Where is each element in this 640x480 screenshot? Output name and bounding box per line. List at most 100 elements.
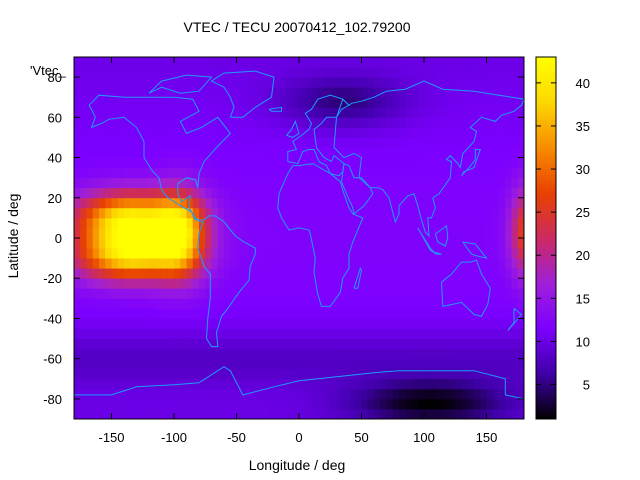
heatmap-cell — [355, 358, 362, 370]
heatmap-cell — [211, 388, 219, 400]
coastline — [333, 80, 525, 238]
heatmap-cell — [105, 167, 112, 179]
heatmap-cell — [417, 127, 425, 138]
heatmap-cell — [380, 217, 387, 229]
heatmap-cell — [186, 147, 194, 158]
heatmap-cell — [261, 77, 269, 88]
heatmap-cell — [80, 177, 87, 189]
heatmap-cell — [311, 318, 319, 329]
heatmap-cell — [417, 278, 425, 289]
heatmap-cell — [299, 378, 306, 390]
heatmap-cell — [230, 177, 237, 189]
heatmap-cell — [149, 107, 156, 118]
heatmap-cell — [199, 167, 206, 179]
heatmap-cell — [492, 137, 500, 148]
heatmap-cell — [136, 77, 144, 88]
heatmap-cell — [149, 348, 156, 360]
heatmap-cell — [255, 238, 262, 249]
colorbar-step — [536, 358, 556, 363]
heatmap-cell — [267, 97, 275, 108]
heatmap-cell — [261, 368, 269, 380]
heatmap-cell — [274, 328, 281, 339]
heatmap-cell — [167, 338, 175, 350]
heatmap-cell — [311, 338, 319, 350]
heatmap-cell — [380, 97, 387, 108]
heatmap-cell — [424, 348, 431, 360]
heatmap-cell — [324, 268, 331, 279]
colorbar-step — [536, 382, 556, 387]
heatmap-cell — [461, 67, 469, 78]
heatmap-cell — [405, 358, 412, 370]
heatmap-cell — [355, 338, 362, 350]
heatmap-cell — [399, 167, 406, 179]
x-tick-label: -50 — [227, 430, 246, 445]
heatmap-cell — [217, 97, 225, 108]
heatmap-cell — [274, 368, 281, 380]
heatmap-cell — [386, 288, 394, 299]
coastline — [461, 149, 482, 177]
heatmap-cell — [424, 197, 431, 209]
heatmap-cell — [136, 227, 144, 239]
heatmap-cell — [236, 238, 244, 249]
heatmap-cell — [467, 127, 475, 138]
heatmap-cell — [305, 77, 312, 88]
heatmap-cell — [336, 308, 344, 319]
heatmap-cell — [517, 97, 525, 108]
heatmap-cell — [192, 147, 200, 158]
heatmap-cell — [211, 408, 219, 420]
heatmap-cell — [274, 227, 281, 239]
heatmap-cell — [261, 288, 269, 299]
heatmap-cell — [80, 348, 87, 360]
heatmap-cell — [242, 167, 250, 179]
heatmap-cell — [436, 408, 444, 420]
heatmap-cell — [461, 177, 469, 189]
heatmap-cell — [149, 278, 156, 289]
heatmap-cell — [461, 328, 469, 339]
heatmap-cell — [124, 288, 131, 299]
heatmap-cell — [280, 117, 287, 128]
heatmap-cell — [499, 227, 506, 239]
heatmap-cell — [355, 167, 362, 179]
heatmap-cell — [249, 177, 256, 189]
heatmap-cell — [386, 348, 394, 360]
heatmap-cell — [399, 238, 406, 249]
heatmap-cell — [305, 348, 312, 360]
heatmap-cell — [236, 318, 244, 329]
heatmap-cell — [242, 207, 250, 219]
heatmap-cell — [442, 57, 450, 68]
heatmap-cell — [517, 278, 525, 289]
heatmap-cell — [392, 147, 400, 158]
heatmap-cell — [399, 157, 406, 169]
heatmap-cell — [330, 57, 337, 68]
heatmap-cell — [149, 258, 156, 269]
heatmap-cell — [424, 227, 431, 239]
heatmap-cell — [392, 288, 400, 299]
heatmap-cell — [461, 248, 469, 259]
heatmap-cell — [299, 248, 306, 259]
heatmap-cell — [336, 207, 344, 219]
heatmap-cell — [286, 288, 294, 299]
heatmap-cell — [349, 187, 356, 199]
heatmap-cell — [111, 368, 119, 380]
heatmap-cell — [199, 258, 206, 269]
heatmap-cell — [317, 127, 325, 138]
heatmap-cell — [324, 258, 331, 269]
heatmap-cell — [449, 57, 456, 68]
heatmap-cell — [199, 238, 206, 249]
heatmap-cell — [211, 97, 219, 108]
heatmap-cell — [386, 398, 394, 410]
heatmap-cell — [224, 358, 231, 370]
heatmap-cell — [236, 227, 244, 239]
heatmap-cell — [461, 268, 469, 279]
heatmap-cell — [317, 348, 325, 360]
heatmap-cell — [124, 227, 131, 239]
heatmap-cell — [167, 217, 175, 229]
heatmap-cell — [317, 288, 325, 299]
heatmap-cell — [92, 398, 100, 410]
heatmap-cell — [130, 368, 137, 380]
heatmap-cell — [280, 207, 287, 219]
heatmap-cell — [455, 368, 462, 380]
heatmap-cell — [442, 278, 450, 289]
heatmap-cell — [299, 408, 306, 420]
